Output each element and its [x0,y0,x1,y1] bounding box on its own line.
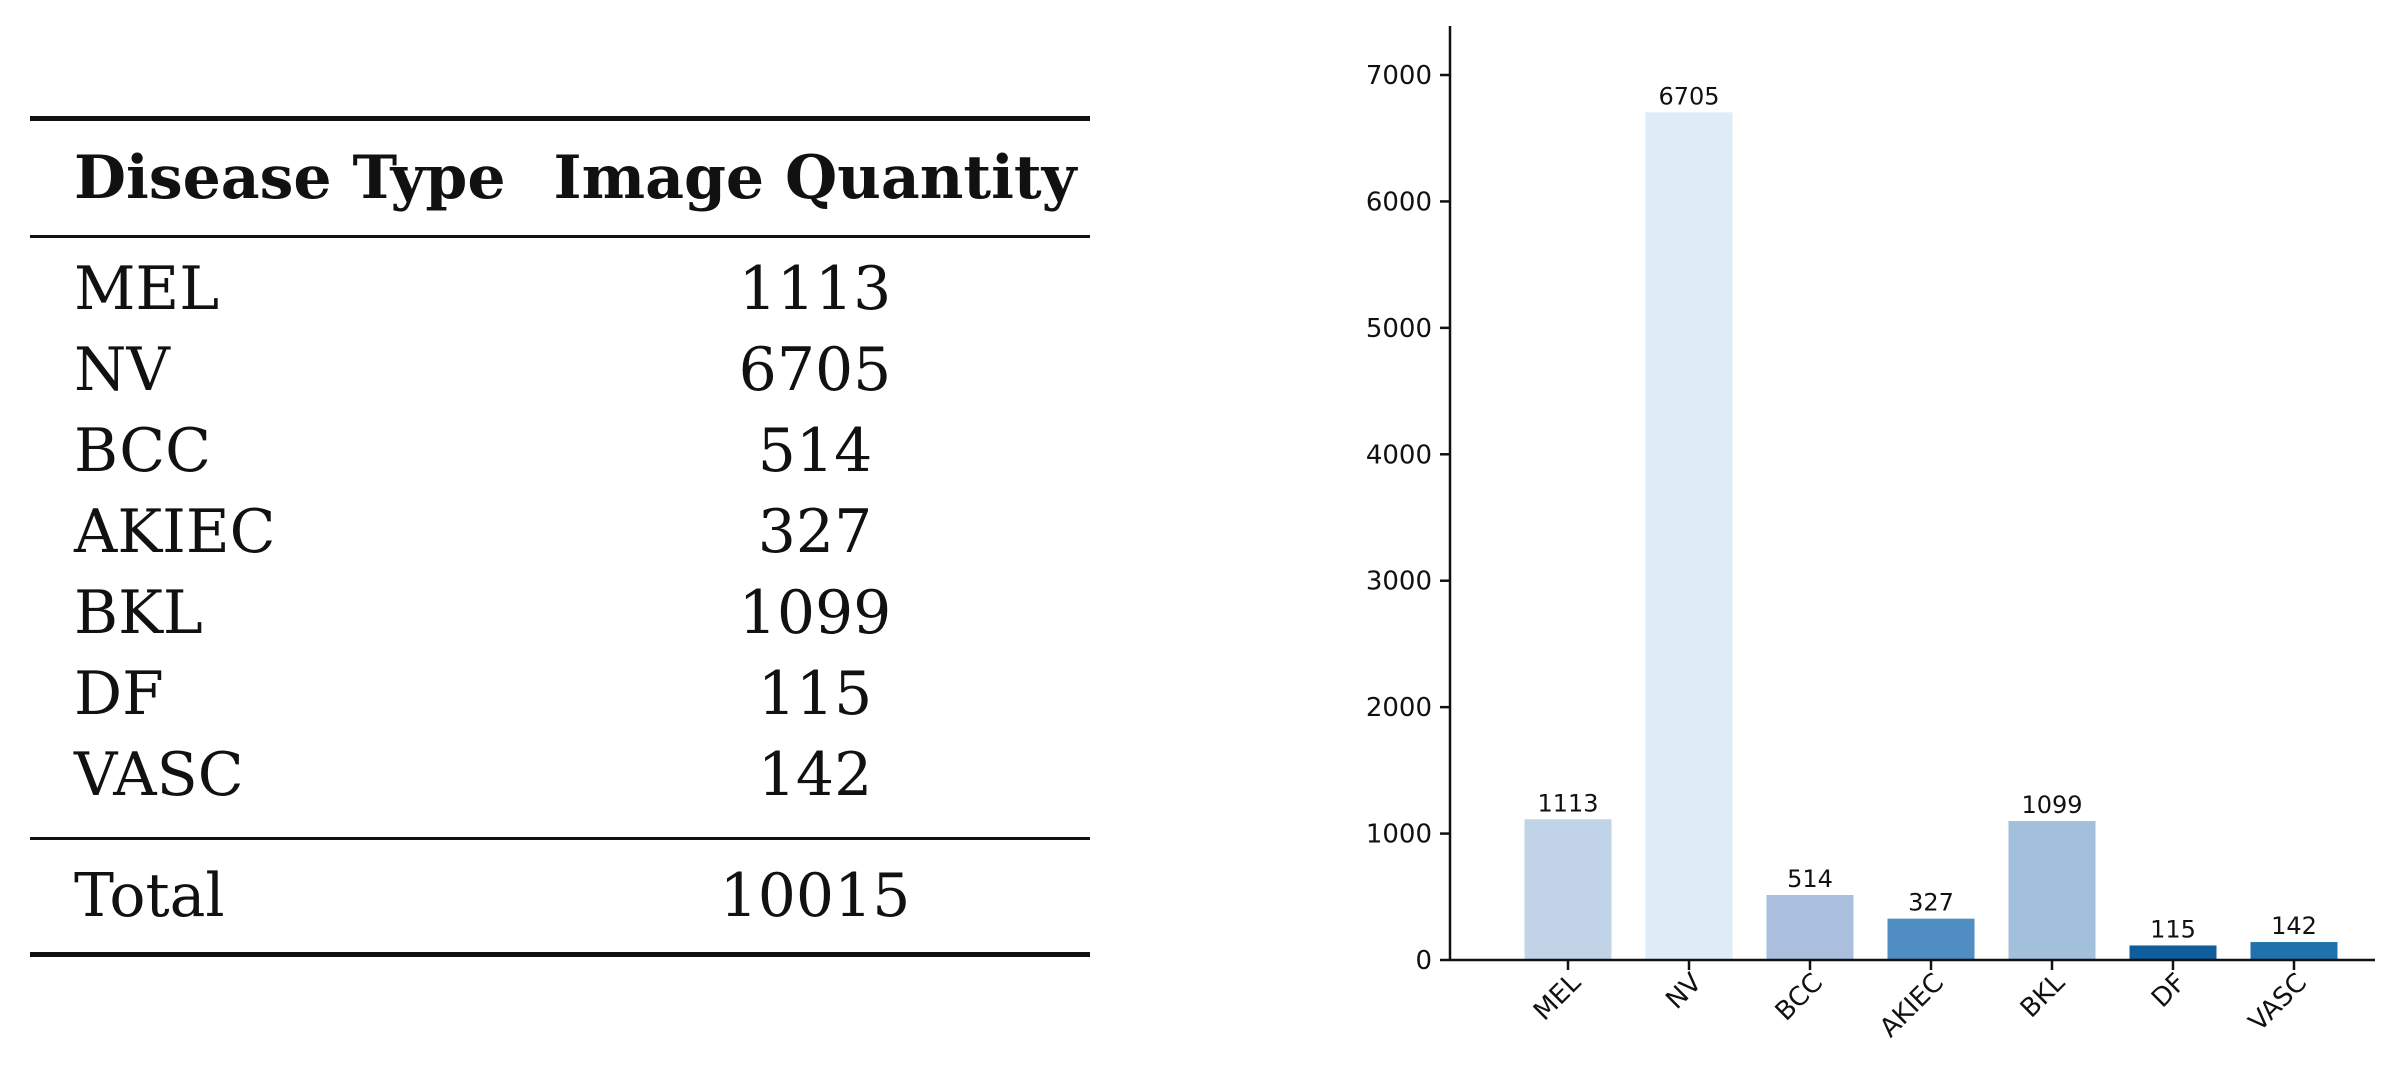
y-tick-label: 0 [1415,946,1432,976]
y-tick-label: 6000 [1366,187,1432,217]
data-label: 514 [1787,865,1833,893]
y-tick-label: 3000 [1366,567,1432,597]
data-label: 142 [2271,912,2317,940]
bar-bcc [1766,895,1854,960]
bar-akiec [1887,918,1975,960]
table-total-row: Total 10015 [30,840,1090,952]
y-tick-label: 5000 [1366,314,1432,344]
bar-bkl [2008,821,2096,960]
x-axis-ticks: MEL NV BCC AKIEC BKL DF VASC [1528,960,2313,1043]
table-header-rule [30,235,1090,238]
row-disease-type: MEL [74,253,220,324]
row-image-quantity: 6705 [738,334,892,405]
total-label: Total [74,861,225,931]
table-top-rule [30,116,1090,121]
table-row: AKIEC 327 [30,491,1090,572]
x-tick-label: BKL [2015,967,2071,1023]
row-disease-type: AKIEC [74,496,276,567]
table-row: BCC 514 [30,410,1090,491]
y-axis-ticks: 0 1000 2000 3000 4000 5000 6000 7000 [1366,61,1450,976]
data-label: 115 [2150,915,2196,943]
table-body: MEL 1113 NV 6705 BCC 514 AKIEC 327 BKL 1… [30,238,1090,837]
row-disease-type: VASC [74,739,244,810]
x-tick-label: BCC [1770,968,1829,1027]
bar-nv [1645,112,1733,960]
row-disease-type: BCC [74,415,212,486]
x-tick-label: AKIEC [1874,968,1950,1044]
bars [1524,112,2338,960]
x-tick-label: MEL [1528,967,1587,1026]
row-image-quantity: 142 [757,739,873,810]
x-tick-label: NV [1660,968,1708,1016]
disease-table: Disease Type Image Quantity MEL 1113 NV … [30,116,1090,957]
row-disease-type: BKL [74,577,203,648]
y-tick-label: 1000 [1366,820,1432,850]
table-row: VASC 142 [30,734,1090,815]
row-image-quantity: 1113 [738,253,892,324]
data-label: 327 [1908,889,1954,917]
table-total-rule [30,837,1090,840]
header-image-quantity: Image Quantity [553,143,1077,213]
table-header-row: Disease Type Image Quantity [30,121,1090,235]
y-tick-label: 7000 [1366,61,1432,91]
data-label: 1113 [1537,789,1598,817]
y-tick-label: 4000 [1366,440,1432,470]
total-value: 10015 [719,861,911,931]
bar-mel [1524,819,1612,960]
x-tick-label: VASC [2243,968,2313,1038]
bar-df [2129,945,2217,960]
row-image-quantity: 115 [757,658,873,729]
table-bottom-rule [30,952,1090,957]
header-disease-type: Disease Type [74,143,506,213]
row-image-quantity: 1099 [738,577,892,648]
row-disease-type: DF [74,658,164,729]
data-labels: 1113 6705 514 327 1099 115 142 [1537,82,2316,943]
table-row: MEL 1113 [30,248,1090,329]
table-row: NV 6705 [30,329,1090,410]
table-row: DF 115 [30,653,1090,734]
bar-vasc [2250,942,2338,960]
data-label: 1099 [2021,791,2082,819]
row-image-quantity: 514 [757,415,873,486]
row-disease-type: NV [74,334,170,405]
y-tick-label: 2000 [1366,693,1432,723]
x-tick-label: DF [2146,968,2192,1014]
data-label: 6705 [1658,82,1719,110]
table-row: BKL 1099 [30,572,1090,653]
row-image-quantity: 327 [757,496,873,567]
